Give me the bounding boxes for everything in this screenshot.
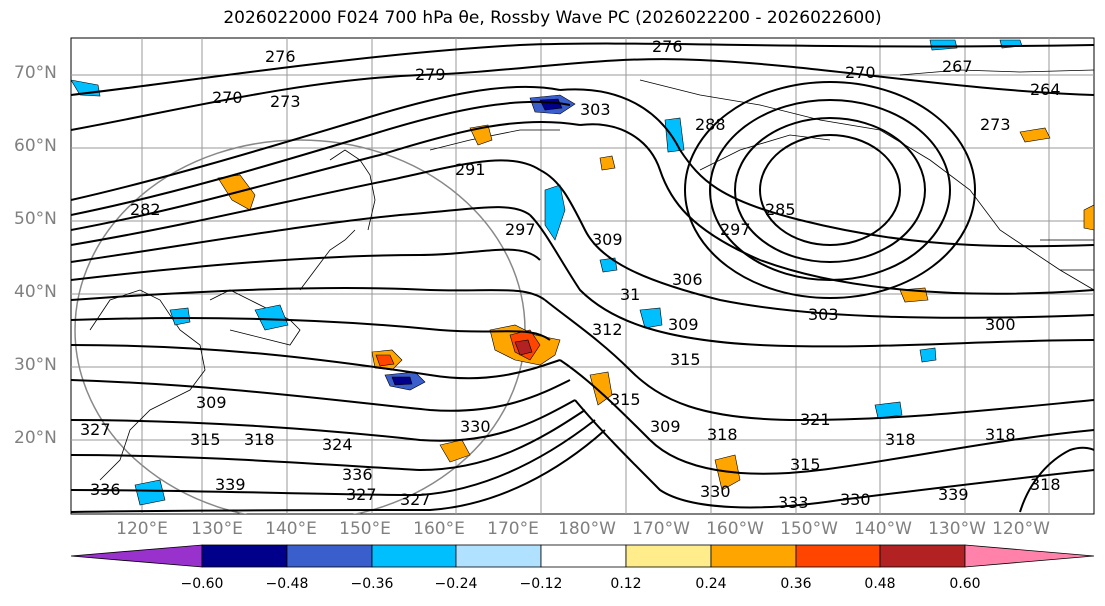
contour-label: 276 <box>265 47 296 66</box>
colorbar <box>70 544 1095 568</box>
contour-label: 339 <box>215 475 246 494</box>
contour-label: 270 <box>845 63 876 82</box>
contour-label: 276 <box>652 37 683 56</box>
contour-label: 279 <box>415 65 446 84</box>
chart-title: 2026022000 F024 700 hPa θe, Rossby Wave … <box>223 8 882 28</box>
contour-label: 309 <box>196 393 227 412</box>
contour-label: 306 <box>672 270 703 289</box>
contour-label: 270 <box>212 88 243 107</box>
colorbar-tick: 0.36 <box>780 576 812 592</box>
contour-label: 327 <box>400 490 431 509</box>
contour-label: 321 <box>800 410 831 429</box>
colorbar-tick: 0.12 <box>610 576 642 592</box>
colorbar-tick: −0.48 <box>265 576 309 592</box>
contour-label: 315 <box>190 430 221 449</box>
colorbar-arrow-left <box>70 544 203 568</box>
lon-label: 130°E <box>191 519 243 539</box>
contour-label: 297 <box>720 220 751 239</box>
contour-label: 31 <box>620 285 640 304</box>
contour-label: 282 <box>130 200 161 219</box>
contour-label: 291 <box>455 160 486 179</box>
contour-label: 327 <box>346 485 377 504</box>
contour-label: 324 <box>322 435 353 454</box>
lon-label: 170°W <box>632 519 690 539</box>
lon-label: 140°W <box>854 519 912 539</box>
contour-label: 297 <box>505 220 536 239</box>
contour-label: 285 <box>765 200 796 219</box>
contour-label: 267 <box>942 57 973 76</box>
contour-label: 327 <box>80 420 111 439</box>
contour-label: 273 <box>980 115 1011 134</box>
lat-label: 50°N <box>14 209 57 229</box>
contour-label: 273 <box>270 92 301 111</box>
contour-label: 333 <box>778 493 809 512</box>
lon-label: 160°E <box>413 519 465 539</box>
theta-e-contours <box>71 42 1094 513</box>
contour-label: 315 <box>670 350 701 369</box>
lon-label: 160°W <box>706 519 764 539</box>
contour-label: 336 <box>342 465 373 484</box>
contour-label: 315 <box>610 390 641 409</box>
contour-label: 309 <box>592 230 623 249</box>
colorbar-arrow-right <box>964 544 1095 568</box>
contour-label: 300 <box>985 315 1016 334</box>
lat-label: 40°N <box>14 282 57 302</box>
lon-label: 170°E <box>487 519 539 539</box>
lat-label: 20°N <box>14 428 57 448</box>
contour-label: 312 <box>592 320 623 339</box>
colorbar-tick: 0.60 <box>949 576 981 592</box>
contour-label: 309 <box>668 315 699 334</box>
contour-label: 330 <box>460 417 491 436</box>
lon-label: 150°W <box>780 519 838 539</box>
colorbar-tick: −0.24 <box>434 576 478 592</box>
lat-label: 60°N <box>14 136 57 156</box>
contour-label: 315 <box>790 455 821 474</box>
contour-label: 309 <box>650 417 681 436</box>
lon-label: 120°E <box>116 519 168 539</box>
contour-label: 303 <box>580 100 611 119</box>
contour-label: 318 <box>244 430 275 449</box>
contour-label: 264 <box>1030 80 1061 99</box>
contour-label: 318 <box>1030 475 1061 494</box>
coastlines <box>89 69 1094 481</box>
contour-label: 303 <box>808 305 839 324</box>
contour-label: 330 <box>840 490 871 509</box>
lat-label: 70°N <box>14 63 57 83</box>
contour-label: 339 <box>938 485 969 504</box>
lon-label: 150°E <box>339 519 391 539</box>
map-frame <box>70 37 1095 515</box>
colorbar-tick: 0.24 <box>695 576 727 592</box>
contour-labels: 276 270 273 279 276 270 267 273 264 282 … <box>80 37 1061 512</box>
colorbar-tick: −0.12 <box>519 576 563 592</box>
contour-label: 288 <box>695 115 726 134</box>
lon-label: 120°W <box>992 519 1050 539</box>
contour-label: 318 <box>707 425 738 444</box>
lat-label: 30°N <box>14 355 57 375</box>
contour-label: 318 <box>985 425 1016 444</box>
lon-label: 140°E <box>265 519 317 539</box>
lon-label: 130°W <box>928 519 986 539</box>
contour-label: 318 <box>885 430 916 449</box>
colorbar-tick: −0.36 <box>350 576 394 592</box>
colorbar-tick: −0.60 <box>180 576 224 592</box>
contour-label: 336 <box>90 480 121 499</box>
colorbar-tick: 0.48 <box>864 576 896 592</box>
lon-label: 180°W <box>558 519 616 539</box>
contour-label: 330 <box>700 482 731 501</box>
